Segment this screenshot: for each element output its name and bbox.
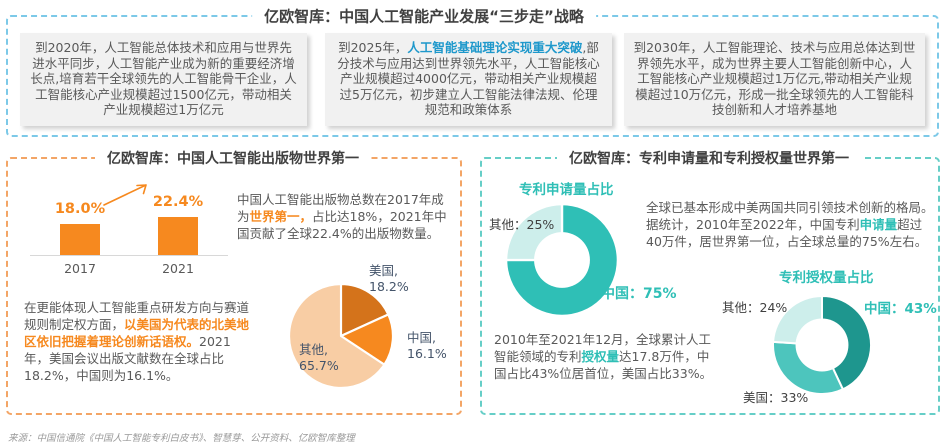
text-segment: 2010年至2021年12月，全球累计人工智能领域的专利 (494, 332, 712, 364)
pie-label-usa: 美国, 18.2% (369, 263, 409, 295)
text-segment: 在更能体现人工智能重点研发方向与赛道规则制定权方面， (24, 300, 250, 332)
text-segment: 中国人工智能出版物总数在2017年成为 (237, 192, 444, 224)
slice-美国 (339, 283, 390, 338)
publications-section-title: 亿欧智库：中国人工智能出版物世界第一 (95, 148, 371, 168)
pie-label-china-name: 中国, (407, 330, 436, 345)
text-segment: 到2030年，人工智能理论、技术与应用总体达到世界领先水平，成为世界主要人工智能… (633, 40, 916, 117)
bar-category-label: 2021 (162, 261, 194, 276)
text-segment: 授权量 (581, 349, 620, 364)
bar-value-label: 18.0% (54, 201, 106, 217)
patent-application-donut-chart (505, 203, 619, 317)
strategy-box-2025: 到2025年，人工智能基础理论实现重大突破,部分技术与应用达到世界领先水平，人工… (325, 33, 612, 126)
bar-axis-labels: 2017 2021 (30, 261, 228, 276)
pie-label-china: 中国, 16.1% (407, 330, 447, 362)
strategy-box-2030: 到2030年，人工智能理论、技术与应用总体达到世界领先水平，成为世界主要人工智能… (624, 33, 925, 126)
text-segment: 全球已基本形成中美两国共同引领技术创新的格局。据统计，2010年至2022年，中… (646, 200, 934, 232)
pie-label-usa-name: 美国, (369, 263, 398, 278)
source-note: 来源：中国信通院《中国人工智能专利白皮书》、智慧芽、公开资料、亿欧智库整理 (8, 433, 355, 444)
bar-value-label: 22.4% (152, 194, 204, 210)
publications-pie-chart (288, 283, 394, 389)
pie-label-other: 其他, 65.7% (299, 342, 339, 374)
bar-plot-area: 18.0% 22.4% (30, 180, 228, 256)
publications-bar-chart: 18.0% 22.4% 2017 2021 (30, 180, 228, 278)
grant-label-other: 其他：24% (722, 300, 788, 315)
publications-paragraph-1: 中国人工智能出版物总数在2017年成为世界第一，占比达18%，2021年中国贡献… (237, 191, 455, 242)
patents-section-title: 亿欧智库：专利申请量和专利授权量世界第一 (557, 148, 861, 168)
grant-label-china: 中国：43% (864, 301, 937, 317)
text-segment: 申请量 (859, 217, 898, 232)
application-label-china: 中国：75% (601, 286, 677, 302)
patent-grant-donut-chart (772, 295, 872, 395)
text-segment: ,部分技术与应用达到世界领先水平，人工智能核心产业规模超过4000亿元，带动相关… (337, 40, 600, 117)
slice-其他 (288, 283, 386, 389)
patent-application-donut-title: 专利申请量占比 (519, 182, 614, 198)
patents-paragraph-1: 全球已基本形成中美两国共同引领技术创新的格局。据统计，2010年至2022年，中… (646, 199, 938, 250)
text-segment: 到2025年， (338, 40, 408, 55)
text-segment: 世界第一， (249, 209, 313, 224)
text-segment: 以美国为代表的北美地区依旧把握着理论创新话语权。 (24, 317, 250, 349)
bar-category-label: 2017 (64, 261, 96, 276)
slice-中国 (505, 203, 619, 317)
application-label-other: 其他：25% (489, 217, 555, 232)
bar-2021 (158, 217, 198, 255)
donut-hole (795, 318, 849, 372)
text-segment: 人工智能基础理论实现重大突破 (407, 40, 583, 55)
publications-paragraph-2: 在更能体现人工智能重点研发方向与赛道规则制定权方面，以美国为代表的北美地区依旧把… (24, 299, 254, 384)
patents-paragraph-2: 2010年至2021年12月，全球累计人工智能领域的专利授权量达17.8万件，中… (494, 331, 718, 382)
pie-label-other-name: 其他, (299, 342, 328, 357)
donut-hole (534, 232, 590, 288)
pie-label-usa-value: 18.2% (369, 279, 409, 294)
strategy-section-title: 亿欧智库：中国人工智能产业发展“三步走”战略 (252, 5, 596, 27)
patent-grant-donut-title: 专利授权量占比 (779, 270, 874, 286)
text-segment: 占比达18%，2021年中国贡献了全球22.4%的出版物数量。 (237, 209, 447, 241)
grant-label-usa: 美国：33% (743, 390, 809, 405)
text-segment: 到2020年，人工智能总体技术和应用与世界先进水平同步，人工智能产业成为新的重要… (30, 40, 297, 117)
text-segment: 2021年，美国会议出版文献数在全球占比18.2%，中国则为16.1%。 (24, 334, 231, 383)
trend-up-arrow-icon (103, 184, 147, 206)
text-segment: 超过40万件，居世界第一位，占全球总量的75%左右。 (646, 217, 928, 249)
text-segment: 达17.8万件，中国占比43%位居首位，美国占比33%。 (494, 349, 713, 381)
pie-label-other-value: 65.7% (299, 358, 339, 373)
strategy-box-2020: 到2020年，人工智能总体技术和应用与世界先进水平同步，人工智能产业成为新的重要… (20, 33, 307, 126)
bar-2017 (60, 224, 100, 255)
pie-label-china-value: 16.1% (407, 346, 447, 361)
